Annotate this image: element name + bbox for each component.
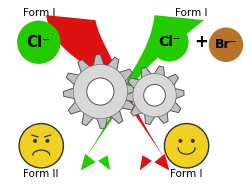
Text: Form I: Form I — [170, 169, 203, 179]
Text: Br⁻: Br⁻ — [215, 38, 237, 51]
Polygon shape — [81, 154, 96, 170]
Circle shape — [33, 139, 37, 143]
Polygon shape — [154, 154, 169, 170]
Circle shape — [191, 139, 195, 143]
Polygon shape — [46, 15, 169, 165]
Circle shape — [164, 124, 209, 168]
Circle shape — [133, 74, 176, 117]
Text: Cl⁻: Cl⁻ — [158, 35, 180, 49]
Text: Form I: Form I — [175, 8, 208, 18]
Polygon shape — [64, 55, 137, 129]
Text: Cl⁻: Cl⁻ — [27, 35, 51, 50]
Text: +: + — [194, 33, 208, 51]
Text: Form II: Form II — [24, 169, 59, 179]
Circle shape — [150, 23, 188, 61]
Circle shape — [209, 27, 243, 62]
Polygon shape — [140, 155, 152, 170]
Circle shape — [73, 64, 128, 119]
Circle shape — [87, 78, 114, 105]
Text: Form I: Form I — [22, 8, 55, 18]
Polygon shape — [81, 15, 204, 165]
Circle shape — [144, 84, 166, 106]
Polygon shape — [125, 66, 184, 124]
Circle shape — [46, 139, 50, 143]
Polygon shape — [98, 155, 110, 170]
Circle shape — [178, 139, 182, 143]
Circle shape — [17, 21, 60, 64]
Circle shape — [19, 124, 64, 168]
